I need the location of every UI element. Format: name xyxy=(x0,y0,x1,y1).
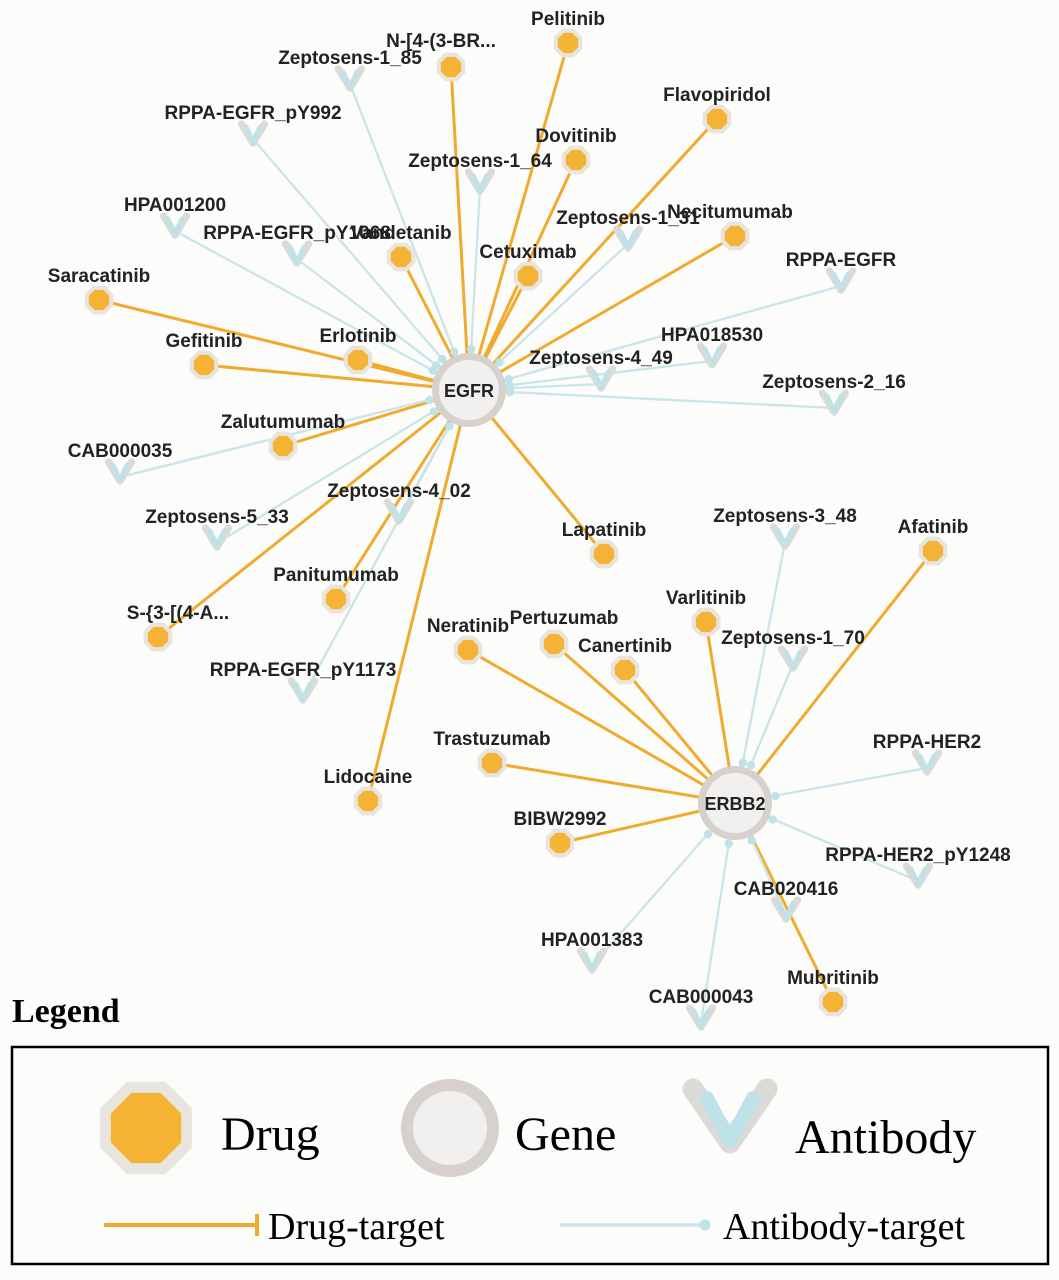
svg-text:HPA001200: HPA001200 xyxy=(124,195,226,216)
svg-text:RPPA-EGFR_pY1173: RPPA-EGFR_pY1173 xyxy=(210,660,397,681)
svg-text:Zeptosens-1_31: Zeptosens-1_31 xyxy=(556,208,700,229)
svg-text:Antibody: Antibody xyxy=(795,1111,976,1164)
svg-text:Legend: Legend xyxy=(12,993,120,1030)
svg-text:Mubritinib: Mubritinib xyxy=(787,968,879,989)
svg-text:Antibody-target: Antibody-target xyxy=(723,1206,965,1248)
svg-text:Drug: Drug xyxy=(221,1108,320,1161)
svg-text:Varlitinib: Varlitinib xyxy=(666,588,746,609)
svg-text:Zeptosens-3_48: Zeptosens-3_48 xyxy=(713,506,857,527)
svg-text:EGFR: EGFR xyxy=(444,381,494,401)
svg-text:Trastuzumab: Trastuzumab xyxy=(433,729,550,750)
svg-text:Afatinib: Afatinib xyxy=(898,517,969,538)
svg-text:Drug-target: Drug-target xyxy=(268,1206,445,1248)
svg-text:Erlotinib: Erlotinib xyxy=(319,326,396,347)
svg-text:CAB020416: CAB020416 xyxy=(734,879,839,900)
svg-text:HPA001383: HPA001383 xyxy=(541,930,643,951)
svg-text:Canertinib: Canertinib xyxy=(578,636,672,657)
svg-text:Cetuximab: Cetuximab xyxy=(479,242,576,263)
svg-text:Zeptosens-2_16: Zeptosens-2_16 xyxy=(762,372,906,393)
svg-text:Pertuzumab: Pertuzumab xyxy=(510,608,619,629)
svg-text:RPPA-HER2: RPPA-HER2 xyxy=(873,732,981,753)
svg-text:CAB000035: CAB000035 xyxy=(68,441,173,462)
svg-text:Panitumumab: Panitumumab xyxy=(273,565,399,586)
svg-text:Zeptosens-1_64: Zeptosens-1_64 xyxy=(408,151,552,172)
svg-text:RPPA-EGFR_pY992: RPPA-EGFR_pY992 xyxy=(164,103,341,124)
svg-text:S-{3-[(4-A...: S-{3-[(4-A... xyxy=(127,603,229,624)
svg-text:Dovitinib: Dovitinib xyxy=(535,126,616,147)
svg-text:Zeptosens-1_85: Zeptosens-1_85 xyxy=(278,48,422,69)
svg-text:CAB000043: CAB000043 xyxy=(649,987,754,1008)
svg-text:Lapatinib: Lapatinib xyxy=(562,520,646,541)
svg-text:HPA018530: HPA018530 xyxy=(661,325,763,346)
svg-text:Neratinib: Neratinib xyxy=(427,616,509,637)
svg-text:RPPA-EGFR_pY1068: RPPA-EGFR_pY1068 xyxy=(203,223,391,244)
svg-text:Zeptosens-4_02: Zeptosens-4_02 xyxy=(327,481,471,502)
svg-text:Zeptosens-5_33: Zeptosens-5_33 xyxy=(145,507,289,528)
svg-text:Gefitinib: Gefitinib xyxy=(165,331,242,352)
svg-text:Pelitinib: Pelitinib xyxy=(531,9,605,30)
svg-text:Gene: Gene xyxy=(515,1108,616,1161)
svg-text:RPPA-EGFR: RPPA-EGFR xyxy=(786,250,897,271)
svg-text:Lidocaine: Lidocaine xyxy=(324,767,413,788)
svg-text:Flavopiridol: Flavopiridol xyxy=(663,85,771,106)
svg-text:ERBB2: ERBB2 xyxy=(704,794,765,814)
svg-text:Zalutumumab: Zalutumumab xyxy=(221,412,346,433)
svg-text:BIBW2992: BIBW2992 xyxy=(514,809,607,830)
svg-text:Zeptosens-4_49: Zeptosens-4_49 xyxy=(529,348,673,369)
svg-text:RPPA-HER2_pY1248: RPPA-HER2_pY1248 xyxy=(825,845,1011,866)
svg-text:Saracatinib: Saracatinib xyxy=(48,266,150,287)
svg-text:Zeptosens-1_70: Zeptosens-1_70 xyxy=(721,628,865,649)
